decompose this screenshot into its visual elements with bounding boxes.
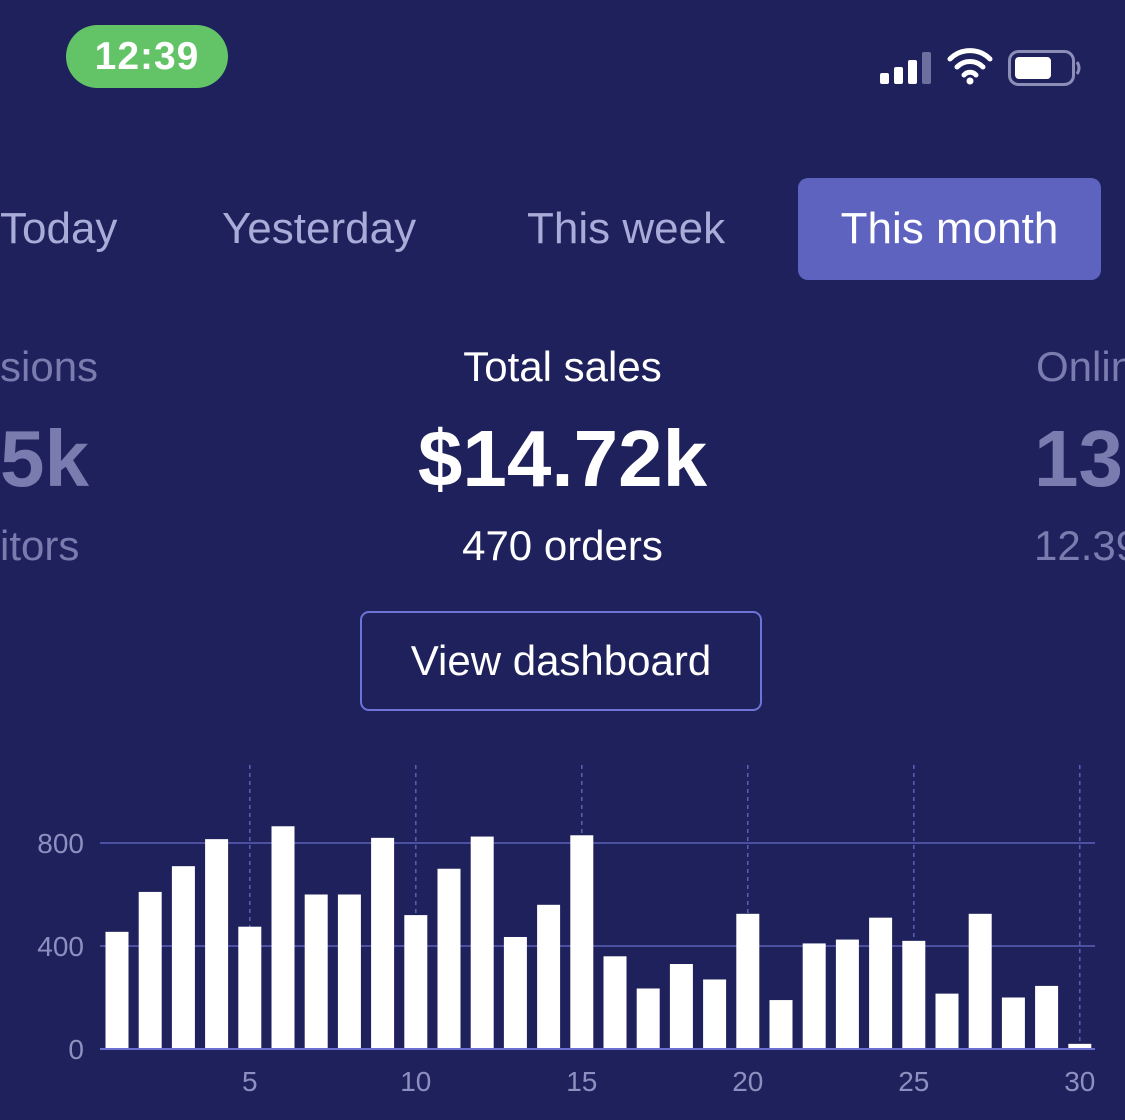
bar-day-12: [470, 836, 494, 1049]
status-time: 12:39: [66, 25, 228, 88]
bar-day-24: [869, 917, 893, 1049]
bar-day-28: [1001, 997, 1025, 1049]
x-tick-label: 30: [1064, 1066, 1095, 1097]
tab-this-week[interactable]: This week: [527, 204, 726, 253]
bar-day-17: [636, 988, 660, 1049]
bar-day-9: [371, 837, 395, 1049]
x-tick-label: 25: [898, 1066, 929, 1097]
bar-day-1: [105, 931, 129, 1049]
y-tick-label: 400: [37, 931, 84, 962]
y-tick-label: 800: [37, 828, 84, 859]
view-dashboard-button[interactable]: View dashboard: [360, 611, 762, 711]
bar-day-19: [703, 979, 727, 1049]
sessions-stat-label: sions: [0, 343, 99, 390]
sessions-stat-value: 5k: [0, 414, 89, 503]
bar-day-2: [138, 891, 162, 1049]
bar-day-16: [603, 956, 627, 1049]
cellular-signal-icon: [880, 52, 934, 84]
bar-day-6: [271, 826, 295, 1049]
bar-day-23: [835, 939, 859, 1049]
x-tick-label: 15: [566, 1066, 597, 1097]
battery-icon: [1008, 50, 1081, 86]
bar-day-15: [570, 835, 594, 1049]
bar-day-3: [171, 866, 195, 1049]
bar-day-7: [304, 894, 328, 1049]
online-stat-value: 13: [1034, 414, 1123, 503]
bar-day-5: [238, 926, 262, 1049]
bar-day-21: [769, 1000, 793, 1049]
total-sales-label: Total sales: [463, 343, 662, 390]
tab-today[interactable]: Today: [0, 204, 118, 253]
tab-this-month[interactable]: This month: [798, 178, 1101, 280]
bar-day-25: [902, 940, 926, 1049]
y-tick-label: 0: [68, 1034, 84, 1065]
sales-bar-chart: 0 400 800 5 10 15 20 25 30: [37, 765, 1095, 1097]
bar-day-10: [404, 915, 428, 1049]
wifi-icon: [947, 48, 993, 85]
x-tick-label: 10: [400, 1066, 431, 1097]
bar-day-14: [537, 904, 561, 1049]
bar-day-20: [736, 913, 760, 1049]
orders-count: 470 orders: [462, 522, 663, 569]
x-tick-label: 20: [732, 1066, 763, 1097]
total-sales-value: $14.72k: [417, 414, 708, 503]
sessions-stat-sub: itors: [0, 522, 80, 569]
bar-day-26: [935, 993, 959, 1049]
tab-yesterday[interactable]: Yesterday: [222, 204, 417, 253]
bar-day-18: [669, 964, 693, 1049]
online-stat-label: Onlin: [1036, 343, 1125, 390]
bar-day-11: [437, 868, 461, 1049]
bar-day-29: [1035, 985, 1059, 1049]
bar-day-4: [205, 839, 229, 1049]
bar-day-8: [337, 894, 361, 1049]
bar-day-13: [503, 936, 527, 1049]
x-tick-label: 5: [242, 1066, 258, 1097]
online-stat-sub: 12.39: [1034, 522, 1125, 569]
bar-day-30: [1068, 1043, 1092, 1049]
bar-day-27: [968, 913, 992, 1049]
bar-day-22: [802, 943, 826, 1049]
